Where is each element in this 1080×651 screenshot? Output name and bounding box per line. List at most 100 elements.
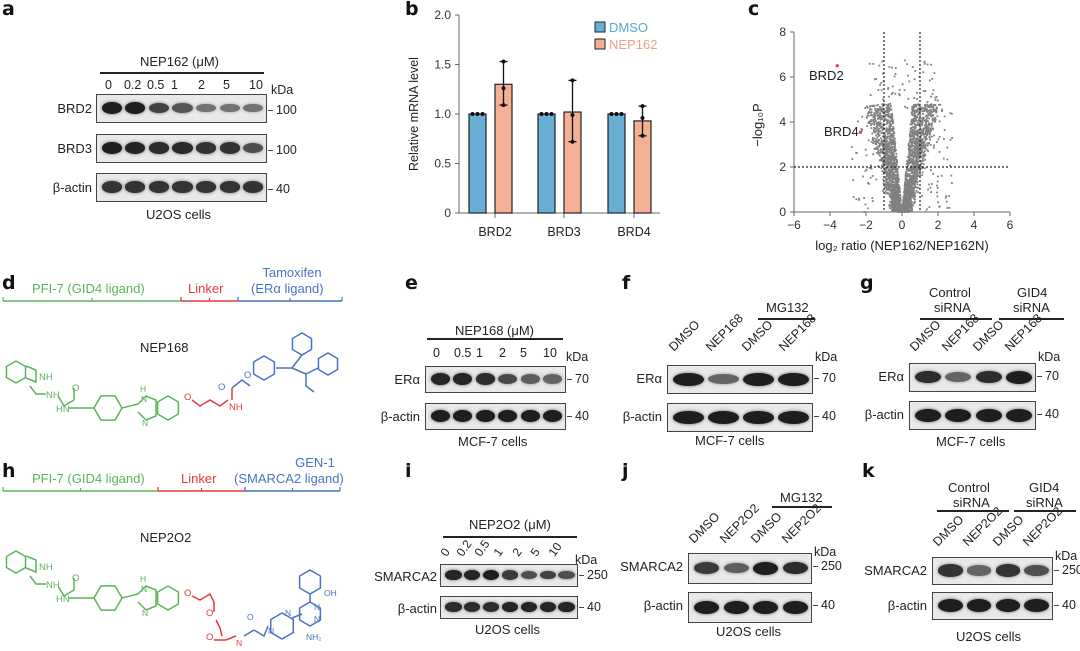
group-header-line2: siRNA bbox=[934, 300, 971, 315]
treatment-bar bbox=[443, 536, 577, 538]
kda-marker: 70 bbox=[1045, 369, 1059, 383]
atom-label: HN bbox=[56, 594, 70, 605]
protein-band bbox=[543, 374, 563, 384]
protein-band bbox=[172, 103, 193, 113]
kda-tick bbox=[813, 605, 818, 607]
protein-band bbox=[915, 370, 942, 384]
protein-band bbox=[966, 599, 992, 612]
atom-label: O bbox=[72, 573, 79, 584]
atom-label: N bbox=[142, 418, 148, 428]
treatment-bar bbox=[100, 72, 264, 74]
atom-label: H bbox=[140, 574, 146, 584]
protein-band bbox=[743, 372, 774, 386]
blot-brd2 bbox=[96, 94, 267, 123]
protein-band bbox=[782, 561, 808, 575]
x-tick-label: −6 bbox=[787, 218, 801, 232]
protein-band bbox=[475, 410, 495, 422]
label-brd2: BRD2 bbox=[809, 68, 844, 83]
blot-actin bbox=[688, 592, 812, 623]
protein-band bbox=[938, 564, 963, 577]
group-bar bbox=[937, 510, 1009, 512]
group-header-line1: GID4 bbox=[1029, 480, 1060, 495]
kda-marker: 40 bbox=[1045, 407, 1059, 421]
data-point bbox=[640, 133, 645, 138]
row-label: ERα bbox=[636, 371, 662, 386]
row-label: SMARCA2 bbox=[864, 563, 927, 578]
data-point bbox=[609, 112, 614, 116]
kda-tick bbox=[814, 416, 819, 418]
protein-band bbox=[673, 372, 704, 386]
atom-label: NH bbox=[39, 562, 53, 573]
lane-label: 0.5 bbox=[147, 78, 165, 92]
atom-label: O bbox=[206, 632, 213, 643]
protein-band bbox=[464, 602, 481, 612]
row-label: SMARCA2 bbox=[374, 569, 437, 584]
protein-band bbox=[778, 372, 809, 386]
lane-label: DMSO bbox=[666, 317, 703, 354]
x-tick-label: −2 bbox=[859, 218, 873, 232]
kda-tick bbox=[1054, 605, 1059, 607]
x-category-label: BRD3 bbox=[547, 225, 580, 239]
compound-name: NEP2O2 bbox=[140, 530, 192, 545]
blot-smarca2 bbox=[688, 553, 812, 584]
group-header-mg132: MG132 bbox=[766, 300, 809, 315]
protein-band bbox=[938, 599, 963, 612]
blot-smarca2 bbox=[932, 557, 1053, 585]
row-label: β-actin bbox=[622, 409, 662, 424]
kda-marker: 40 bbox=[587, 600, 601, 614]
atom-label: N bbox=[141, 584, 147, 594]
protein-band bbox=[445, 602, 462, 612]
kda-label: kDa bbox=[566, 350, 589, 364]
y-tick-label: 8 bbox=[779, 25, 786, 39]
protein-band bbox=[520, 374, 540, 384]
protein-band bbox=[148, 181, 170, 193]
atom-label: O bbox=[184, 392, 191, 403]
data-point bbox=[570, 112, 575, 117]
treatment-bar bbox=[427, 338, 563, 340]
lane-label: 10 bbox=[249, 78, 263, 92]
protein-band bbox=[464, 570, 481, 580]
kda-tick bbox=[579, 607, 584, 609]
legend-swatch bbox=[594, 21, 606, 33]
segment-label-ligand-target: (ERα ligand) bbox=[251, 281, 324, 296]
protein-band bbox=[219, 181, 240, 193]
atom-label: N bbox=[141, 394, 147, 404]
protein-band bbox=[125, 102, 146, 114]
highlight-point-brd2 bbox=[835, 64, 839, 68]
lane-label: DMSO bbox=[739, 317, 776, 354]
protein-band bbox=[694, 600, 720, 614]
protein-band bbox=[195, 181, 217, 193]
data-point bbox=[470, 112, 475, 116]
treatment-header: NEP2O2 (μM) bbox=[469, 517, 551, 532]
protein-band bbox=[539, 602, 556, 612]
x-category-label: BRD2 bbox=[478, 225, 511, 239]
row-label: β-actin bbox=[864, 407, 904, 422]
group-header-line1: Control bbox=[929, 285, 971, 300]
blot-actin bbox=[667, 403, 813, 432]
atom-label: O bbox=[218, 382, 225, 393]
kda-label: kDa bbox=[815, 350, 838, 364]
lane-label: 2 bbox=[499, 346, 506, 360]
y-axis-title: Relative mRNA level bbox=[407, 57, 421, 171]
protein-band bbox=[723, 562, 749, 574]
cell-line-label: MCF-7 cells bbox=[695, 433, 765, 448]
lane-label: 1 bbox=[490, 545, 506, 559]
protein-band bbox=[243, 142, 264, 154]
protein-band bbox=[430, 373, 450, 385]
lane-label: 0 bbox=[437, 545, 453, 559]
x-category-label: BRD4 bbox=[617, 225, 650, 239]
atom-label: NH₂ bbox=[306, 632, 322, 642]
lane-label: 0.2 bbox=[124, 78, 142, 92]
protein-band bbox=[558, 570, 575, 580]
protein-band bbox=[101, 142, 122, 154]
row-label: ERα bbox=[878, 369, 904, 384]
x-tick-label: 2 bbox=[935, 218, 942, 232]
label-brd4: BRD4 bbox=[824, 124, 859, 139]
protein-band bbox=[483, 602, 500, 612]
protein-band bbox=[694, 562, 720, 574]
legend-swatch bbox=[594, 38, 606, 50]
cell-line-label: U2OS cells bbox=[956, 629, 1022, 644]
row-label: ERα bbox=[394, 372, 420, 387]
kda-marker: 70 bbox=[822, 371, 836, 385]
